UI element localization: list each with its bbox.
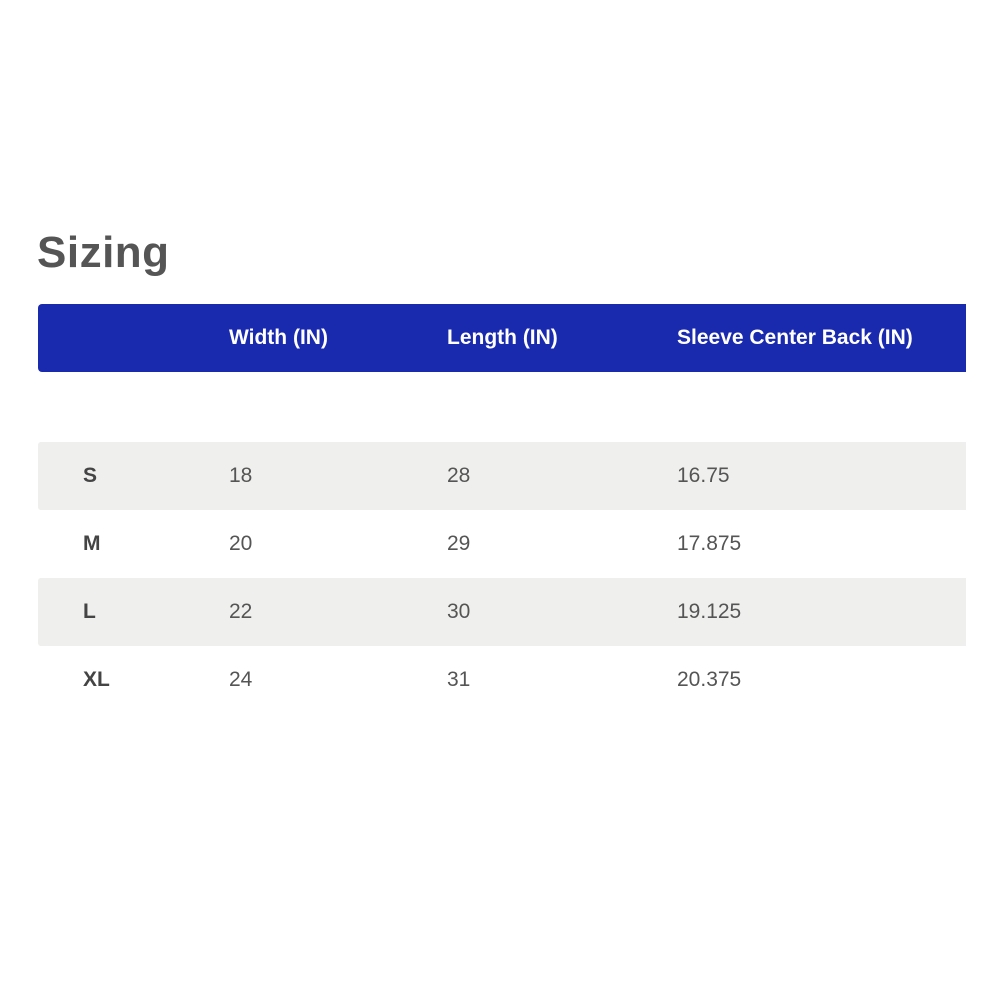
table-header: Width (IN) Length (IN) Sleeve Center Bac… — [38, 304, 966, 372]
width-value: 22 — [229, 600, 253, 623]
length-value: 28 — [447, 464, 471, 487]
header-width: Width (IN) — [229, 326, 328, 349]
table-row: M 20 29 17.875 — [38, 510, 966, 578]
table-row: S 18 28 16.75 — [38, 442, 966, 510]
length-value: 30 — [447, 600, 471, 623]
length-value: 29 — [447, 532, 471, 555]
width-value: 24 — [229, 668, 253, 691]
sleeve-value: 17.875 — [677, 532, 742, 555]
length-value: 31 — [447, 668, 471, 691]
sleeve-value: 20.375 — [677, 668, 742, 691]
size-label: L — [83, 600, 96, 623]
header-length: Length (IN) — [447, 326, 558, 349]
sleeve-value: 19.125 — [677, 600, 742, 623]
size-label: S — [83, 464, 98, 487]
size-label: XL — [83, 668, 110, 691]
size-label: M — [83, 532, 101, 555]
header-sleeve: Sleeve Center Back (IN) — [677, 326, 913, 349]
table-row: XL 24 31 20.375 — [38, 646, 966, 714]
width-value: 20 — [229, 532, 253, 555]
page-title: Sizing — [37, 228, 170, 277]
width-value: 18 — [229, 464, 253, 487]
table-row: L 22 30 19.125 — [38, 578, 966, 646]
sleeve-value: 16.75 — [677, 464, 730, 487]
